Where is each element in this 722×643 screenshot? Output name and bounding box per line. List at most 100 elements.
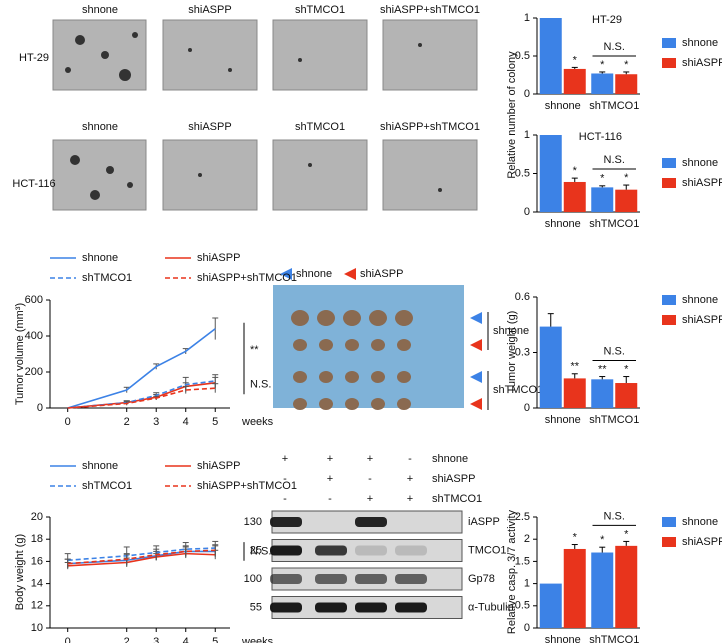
protein-label: Gp78 <box>468 573 495 585</box>
bar <box>615 545 638 628</box>
bar <box>615 189 638 212</box>
column-header: shiASPP <box>188 4 231 16</box>
comparison-label: N.S. <box>250 379 271 391</box>
legend-label: shnone <box>682 294 718 306</box>
line <box>67 552 216 567</box>
y-axis-label: Body weight (g) <box>14 534 26 610</box>
arrow-marker <box>470 371 482 383</box>
line <box>67 380 216 409</box>
legend-swatch <box>662 517 676 527</box>
significance: * <box>600 173 605 185</box>
arrow-marker <box>280 268 292 280</box>
western-blot: + + + - shnone - + - + shiASPP - - + + shTMCO1 130 iASPP… <box>244 453 514 619</box>
y-tick-label: 0 <box>37 402 43 414</box>
y-tick-label: 16 <box>31 555 43 567</box>
y-tick-label: 12 <box>31 600 43 612</box>
significance: * <box>624 363 629 375</box>
bracket-label: N.S. <box>604 345 625 357</box>
condition-mark: - <box>368 473 372 485</box>
x-tick-label: 2 <box>124 416 130 428</box>
band <box>315 545 347 556</box>
chart-title: HT-29 <box>592 14 622 26</box>
arrow-marker <box>470 312 482 324</box>
tumors <box>291 310 413 410</box>
bar <box>615 383 638 408</box>
bracket-label: N.S. <box>604 510 625 522</box>
condition-mark: + <box>407 493 413 505</box>
legend-swatch <box>662 537 676 547</box>
x-tick-label: 5 <box>212 636 218 643</box>
y-tick-label: 600 <box>25 294 43 306</box>
y-axis-label: Tumor weight (g) <box>506 311 518 394</box>
y-tick-label: 2.5 <box>515 511 530 523</box>
tumor <box>395 310 413 326</box>
y-tick-label: 14 <box>31 578 43 590</box>
y-tick-label: 0 <box>524 402 530 414</box>
tumor <box>293 398 307 410</box>
group-label: shnone <box>493 325 529 337</box>
chart: 10 12 14 16 18 20 Body weight (g) 0 2 3 4 5 weeks shn… <box>14 460 297 643</box>
colonies <box>65 32 442 200</box>
column-header: shnone <box>82 4 118 16</box>
x-tick-label: 2 <box>124 636 130 643</box>
column-header: shiASPP <box>188 121 231 133</box>
significance: * <box>624 59 629 71</box>
band <box>355 517 387 527</box>
bar <box>591 187 614 212</box>
tumor <box>293 339 307 351</box>
condition-mark: + <box>327 473 333 485</box>
photo-annotations: shnone shiASPP shnone shTMCO1 <box>280 268 543 410</box>
colony-images <box>52 19 478 211</box>
y-axis-label: Tumor volume (mm³) <box>14 303 26 405</box>
legend-swatch <box>662 158 676 168</box>
x-tick-label: shnone <box>545 634 581 643</box>
molecular-weight: 100 <box>244 573 262 585</box>
band <box>270 545 302 556</box>
legend-label: shiASPP+shTMCO1 <box>197 272 297 284</box>
band <box>355 574 387 584</box>
y-axis-label: Relative number of colony <box>506 51 518 179</box>
band <box>270 602 302 613</box>
tumor <box>371 398 385 410</box>
chart: 0 0.5 1 Relative number of colony HT-29 shnon… <box>506 12 722 179</box>
legend-swatch <box>662 58 676 68</box>
tumor <box>371 339 385 351</box>
tumor <box>345 339 359 351</box>
significance: * <box>573 531 578 543</box>
bar <box>563 378 586 408</box>
x-tick-label: shTMCO1 <box>589 634 639 643</box>
tumor <box>319 398 333 410</box>
y-tick-label: 1 <box>524 129 530 141</box>
x-tick-label: 4 <box>183 416 189 428</box>
bracket-label: N.S. <box>604 41 625 53</box>
legend-label: shTMCO1 <box>82 272 132 284</box>
tumor <box>397 398 411 410</box>
y-tick-label: 400 <box>25 330 43 342</box>
tumor <box>345 398 359 410</box>
significance: ** <box>598 363 607 375</box>
x-tick-label: shTMCO1 <box>589 414 639 426</box>
legend-label: shiASPP <box>197 252 240 264</box>
tumor <box>343 310 361 326</box>
band <box>315 602 347 613</box>
legend-label: shiASPP <box>682 57 722 69</box>
y-tick-label: 20 <box>31 511 43 523</box>
tumor <box>345 371 359 383</box>
legend-swatch <box>662 315 676 325</box>
band <box>315 517 347 527</box>
y-tick-label: 0.3 <box>515 346 530 358</box>
line <box>67 549 216 565</box>
y-tick-label: 1.5 <box>515 555 530 567</box>
band <box>395 517 427 527</box>
y-tick-label: 2 <box>524 533 530 545</box>
bar <box>591 379 614 408</box>
arrow-marker <box>344 268 356 280</box>
significance: * <box>573 165 578 177</box>
protein-label: α-Tubulin <box>468 601 514 613</box>
bar <box>563 68 586 94</box>
protein-label: TMCO1 <box>468 544 507 556</box>
tumor <box>369 310 387 326</box>
x-axis-label: weeks <box>241 416 274 428</box>
legend-label: shiASPP <box>197 460 240 472</box>
